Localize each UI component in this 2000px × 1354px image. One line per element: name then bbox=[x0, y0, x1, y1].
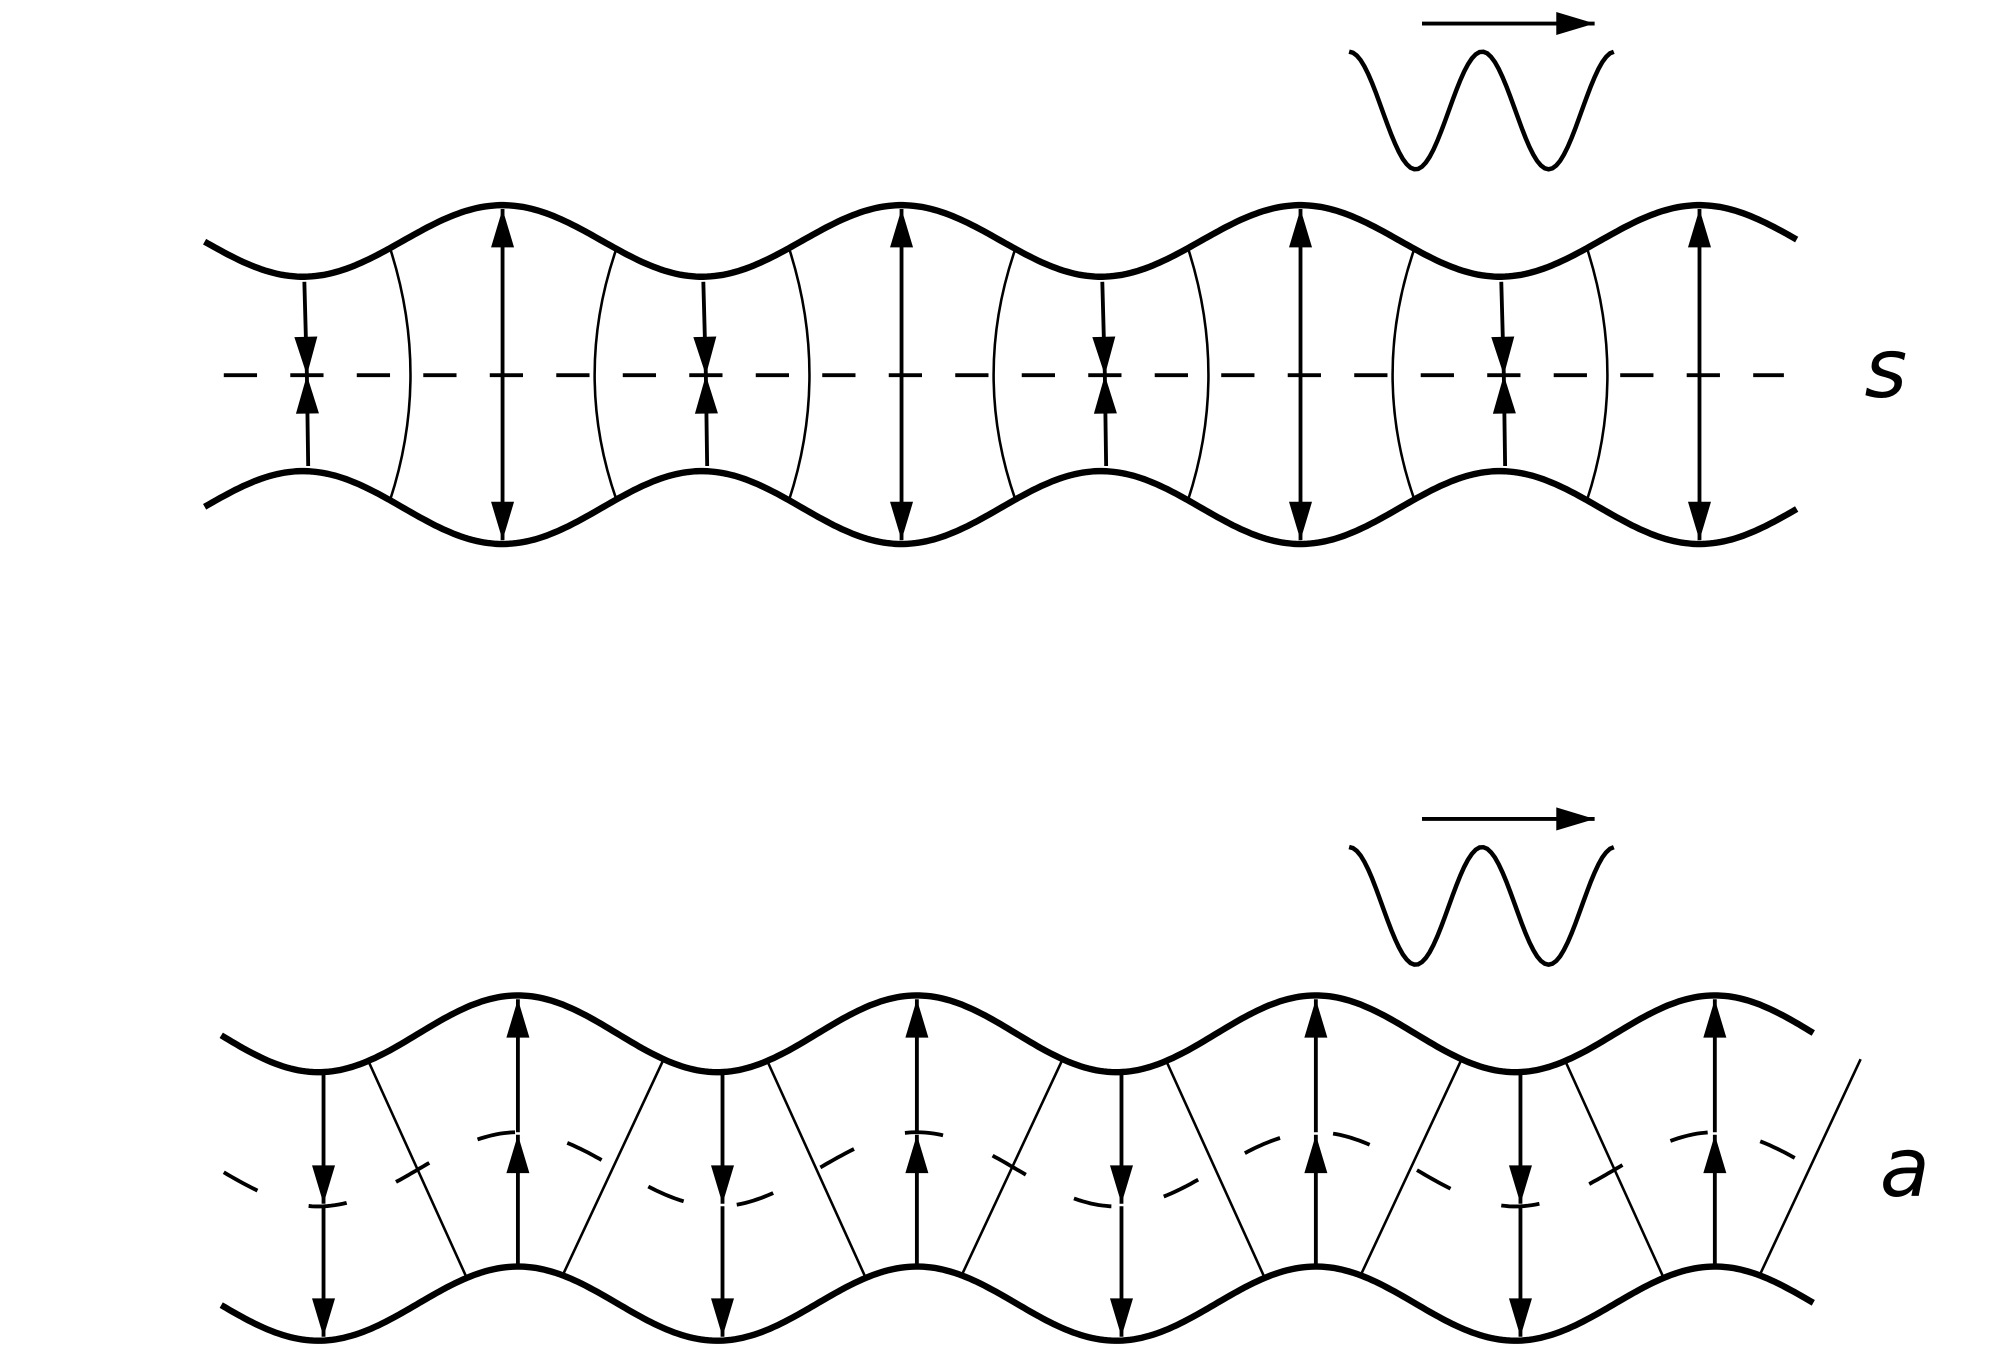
deformation-line bbox=[1585, 247, 1609, 501]
deformation-line bbox=[561, 1058, 665, 1276]
mode-label-s: s bbox=[1864, 322, 1907, 417]
plate-bottom bbox=[203, 467, 1799, 548]
arrow-head bbox=[294, 336, 318, 376]
deformation-line bbox=[787, 247, 811, 501]
arrow-head bbox=[506, 999, 530, 1038]
deformation-line bbox=[593, 248, 618, 500]
deformation-line bbox=[388, 247, 412, 501]
plate-bottom bbox=[219, 1263, 1815, 1344]
arrow-head bbox=[1703, 999, 1727, 1038]
deformation-line bbox=[1186, 247, 1210, 501]
arrow-head bbox=[890, 208, 914, 248]
arrow-head bbox=[1109, 1165, 1133, 1204]
deformation-line bbox=[1391, 248, 1416, 500]
arrow-head bbox=[710, 1298, 735, 1337]
deformation-line bbox=[1165, 1060, 1266, 1279]
arrow-head bbox=[295, 375, 319, 414]
arrow-head bbox=[905, 999, 929, 1038]
arrow-head bbox=[312, 1298, 336, 1337]
deformation-line bbox=[960, 1058, 1064, 1276]
deformation-line bbox=[1564, 1060, 1665, 1279]
arrow-head bbox=[1703, 1134, 1727, 1174]
arrow-head bbox=[1491, 336, 1515, 376]
arrow-head bbox=[1304, 1134, 1328, 1174]
wave-icon bbox=[1348, 49, 1615, 172]
arrow-head bbox=[890, 501, 914, 541]
arrow-head bbox=[1556, 807, 1595, 831]
deformation-line bbox=[766, 1060, 867, 1279]
arrow-head bbox=[1508, 1298, 1532, 1337]
drawing bbox=[203, 12, 1862, 1344]
arrow-head bbox=[1289, 208, 1313, 248]
arrow-head bbox=[1492, 375, 1516, 414]
deformation-line bbox=[1359, 1058, 1463, 1276]
arrow-head bbox=[491, 208, 515, 248]
arrow-head bbox=[1093, 375, 1117, 414]
arrow-head bbox=[1304, 999, 1328, 1038]
arrow-head bbox=[693, 336, 717, 376]
deformation-line bbox=[992, 248, 1017, 500]
mode-label-a: a bbox=[1880, 1121, 1930, 1216]
deformation-line bbox=[1758, 1058, 1862, 1276]
deformation-line bbox=[367, 1060, 468, 1279]
arrow-head bbox=[1687, 501, 1711, 541]
plate-top bbox=[203, 201, 1799, 280]
arrow-head bbox=[694, 375, 718, 414]
arrow-head bbox=[1289, 501, 1313, 541]
arrow-head bbox=[312, 1165, 336, 1204]
arrow-head bbox=[1556, 12, 1595, 36]
arrow-head bbox=[905, 1134, 929, 1174]
arrow-head bbox=[1109, 1298, 1133, 1337]
arrow-head bbox=[1508, 1165, 1532, 1204]
arrow-head bbox=[710, 1165, 735, 1204]
arrow-head bbox=[1092, 336, 1116, 376]
wave-icon bbox=[1348, 844, 1615, 968]
plate-top bbox=[219, 992, 1815, 1076]
arrow-head bbox=[506, 1134, 530, 1174]
arrow-head bbox=[491, 501, 515, 541]
arrow-head bbox=[1687, 208, 1711, 248]
